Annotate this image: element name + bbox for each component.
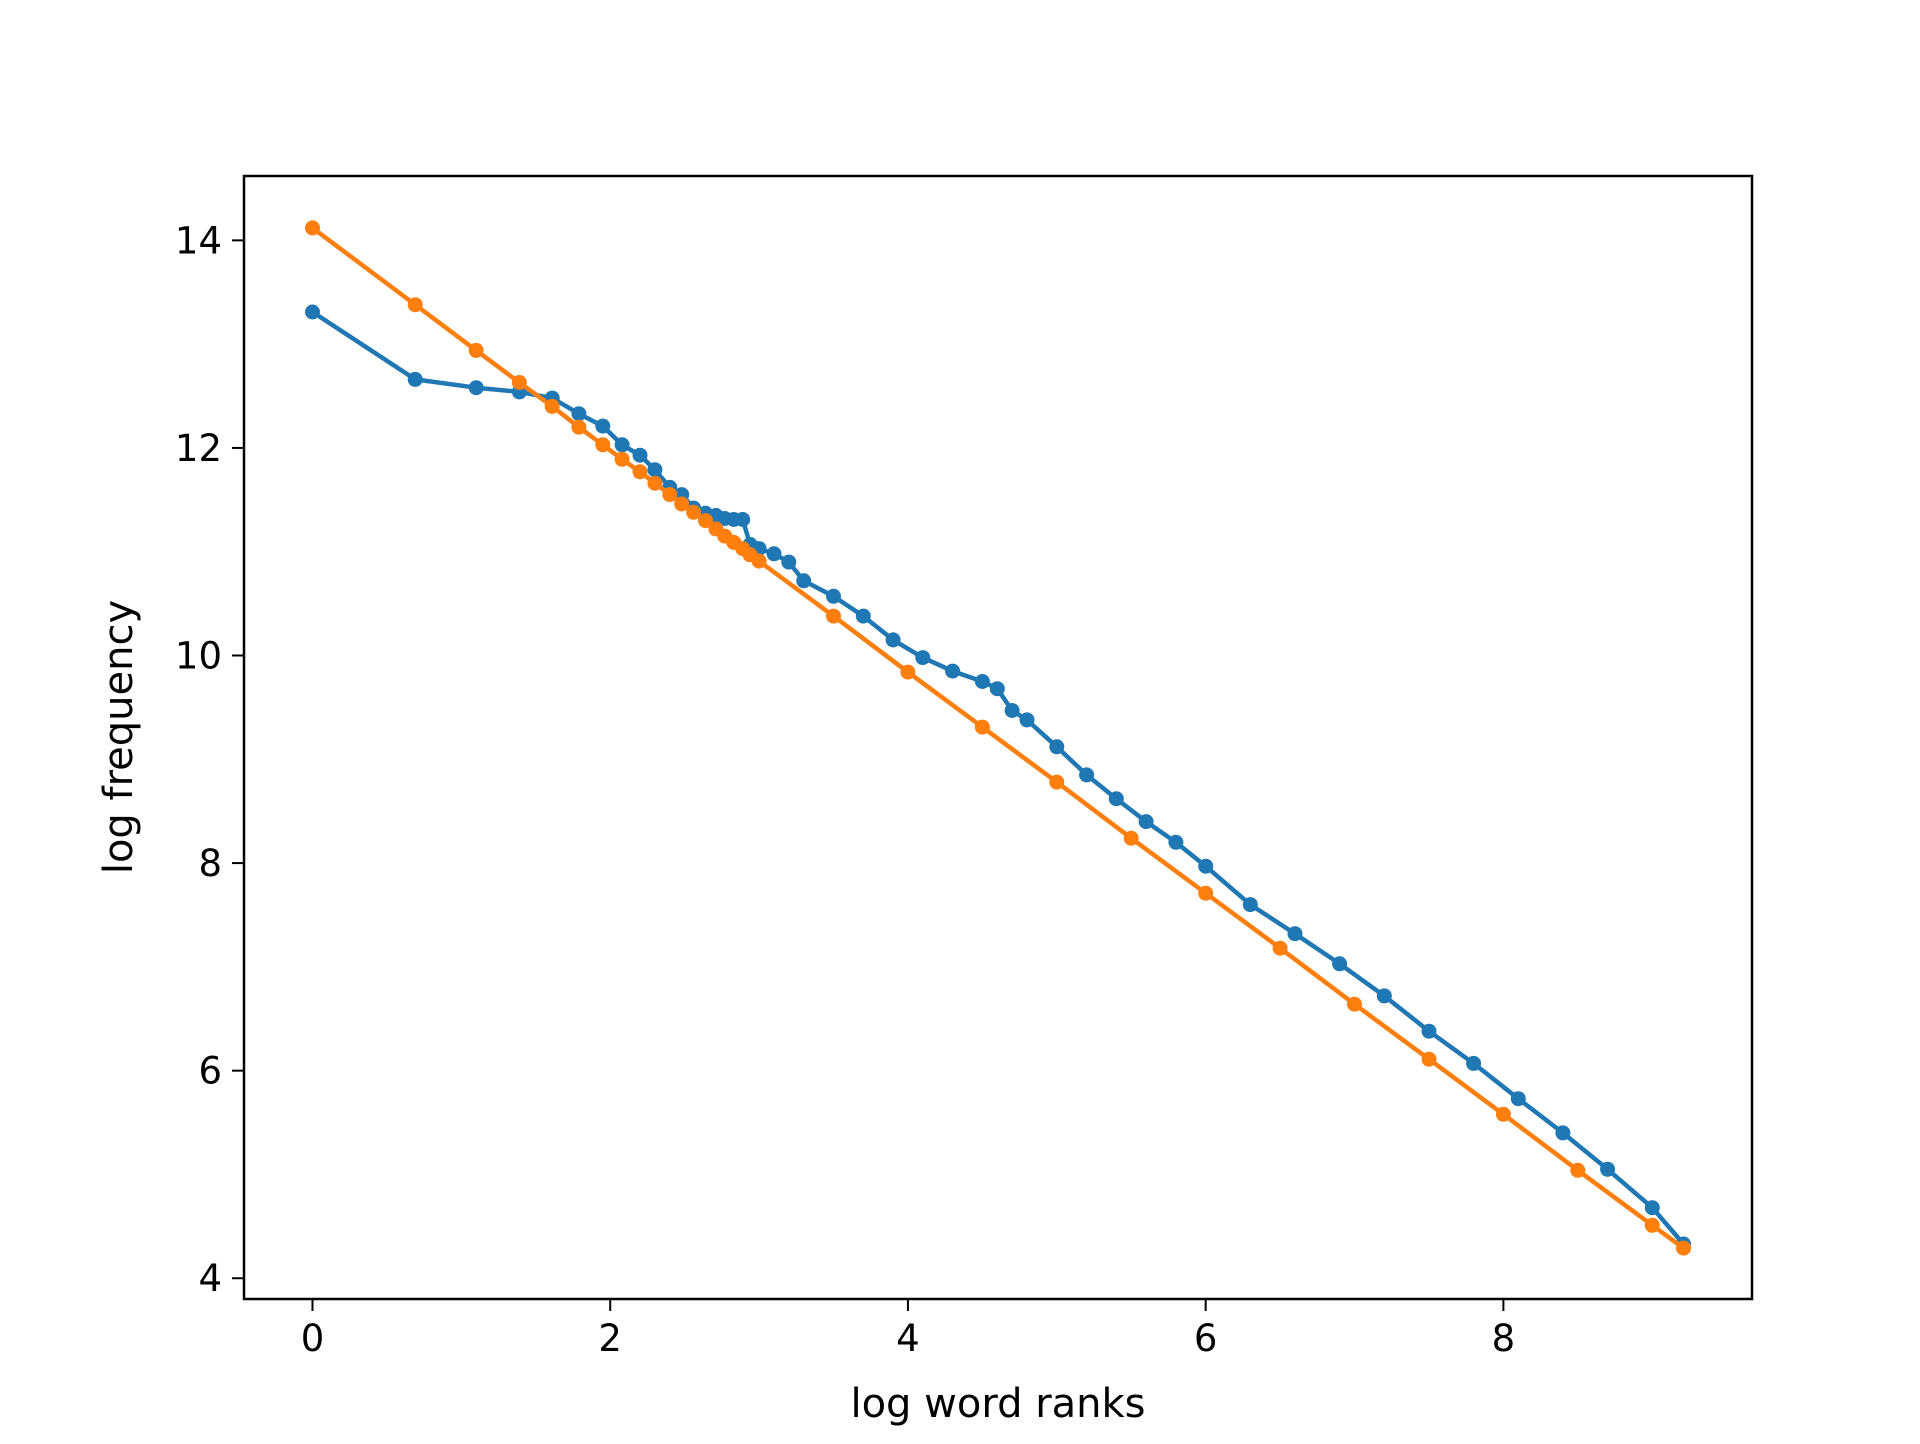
series-1-point [1242,897,1258,913]
series-2-point [614,451,630,467]
series-1-point [1287,926,1303,942]
series-1-point [781,554,797,570]
series-2-point [1570,1162,1586,1178]
series-2-point [826,608,841,624]
series-2-point [511,375,527,390]
series-2-point [1347,996,1362,1012]
series-2-point [751,553,767,569]
series-2-point [1495,1106,1511,1122]
y-tick-label: 4 [198,1257,222,1300]
y-axis-ticks: 4 6 8 10 12 14 [175,219,244,1300]
series-2-point [1198,885,1214,901]
series-2-point [407,297,423,313]
x-tick-label: 4 [896,1317,920,1360]
series-1-point [1376,988,1392,1004]
series-2-point [1272,940,1288,956]
series-2-point [1676,1240,1691,1256]
series-1-point [1466,1055,1482,1071]
series-layer [305,220,1691,1256]
series-1-point [1108,791,1124,807]
series-1-point [468,380,484,396]
series-1-point [1198,858,1214,874]
y-tick-label: 8 [198,842,222,885]
series-2-point [686,504,702,520]
series-2-point [571,419,587,435]
series-1-point [407,371,423,387]
series-2-point [468,342,484,358]
series-2-point [632,464,648,480]
series-1-point [974,674,990,689]
series-2-point [974,719,990,735]
series-2-point [1123,830,1139,846]
series-1-point [632,447,648,463]
y-tick-label: 6 [198,1050,222,1093]
series-1-point [614,437,630,453]
x-axis-label: log word ranks [850,1381,1145,1427]
series-1-point [1555,1125,1571,1141]
series-1-point [1332,956,1348,972]
series-2-point [662,487,678,503]
series-2-point [1421,1051,1437,1067]
series-1-point [595,418,611,434]
x-tick-label: 2 [598,1317,622,1360]
series-1-point [796,573,812,589]
series-1-point [885,632,901,648]
series-2 [305,220,1691,1256]
series-1-point [305,304,320,320]
series-1-point [945,663,961,679]
series-2-point [674,496,690,512]
series-1-point [1079,767,1095,783]
series-1-point [1049,739,1065,755]
series-1-point [766,546,782,562]
series-2-point [305,220,320,236]
y-tick-label: 14 [175,219,222,262]
series-2-point [1049,774,1065,790]
x-tick-label: 6 [1194,1317,1218,1360]
series-1-point [1138,814,1154,830]
plot-frame [242,174,1754,1301]
series-1-point [1004,703,1020,718]
series-1-point [1168,834,1184,850]
series-1-point [1600,1161,1616,1177]
series-1-point [826,588,841,604]
x-tick-label: 0 [301,1317,325,1360]
series-1-point [1510,1091,1526,1107]
series-1-point [1421,1023,1437,1039]
series-1-point [735,512,751,527]
series-1-point [1644,1200,1660,1216]
y-tick-label: 10 [175,635,222,678]
series-2-point [698,513,713,529]
series-1-point [989,681,1005,697]
series-2-point [900,664,916,680]
series-1-point [571,406,587,422]
series-1-point [647,462,663,478]
series-1-point [1019,712,1035,728]
series-1-point [915,650,931,666]
y-tick-label: 12 [175,427,222,470]
y-axis-label: log frequency [96,600,142,874]
series-1-point [855,608,871,624]
series-2-point [544,398,560,414]
series-2-point [595,437,611,453]
x-axis-ticks: 0 2 4 6 8 [301,1299,1515,1360]
series-2-point [647,475,663,491]
series-2-point [1644,1217,1660,1233]
x-tick-label: 8 [1492,1317,1516,1360]
